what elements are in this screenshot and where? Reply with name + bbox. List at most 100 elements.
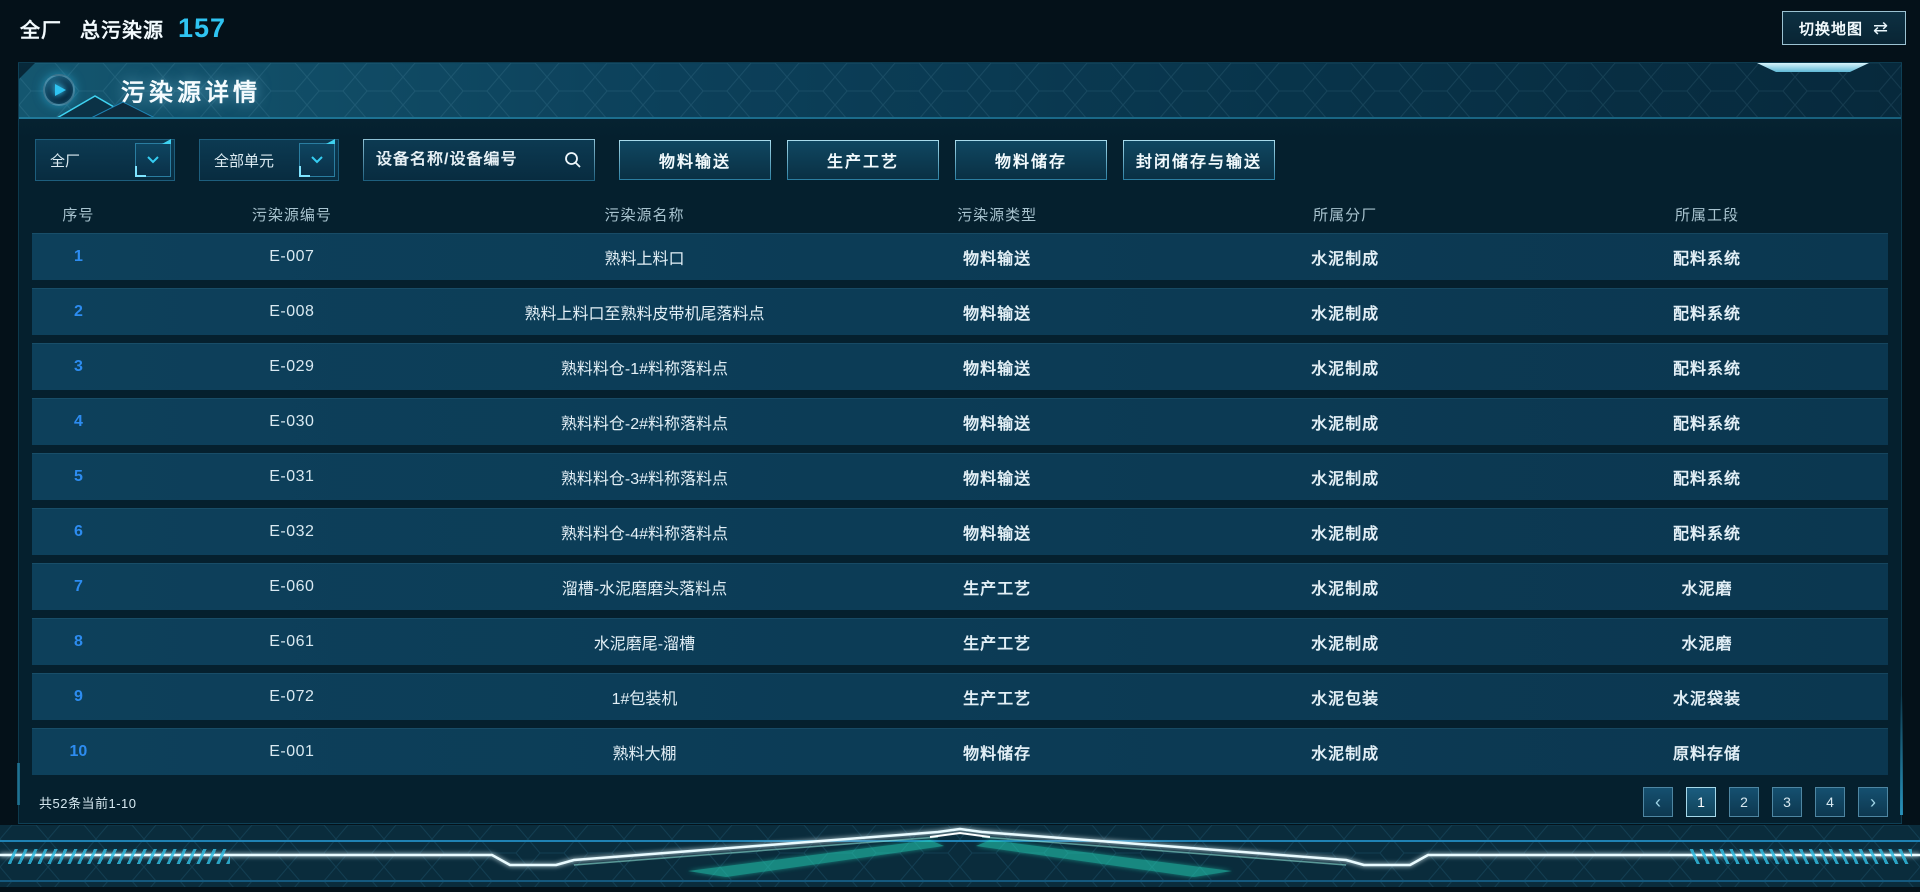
table-row[interactable]: 5 E-031 熟料料仓-3#料称落料点 物料输送 水泥制成 配料系统 xyxy=(32,453,1888,500)
row-section-cell: 配料系统 xyxy=(1672,306,1741,323)
page-button-1[interactable]: 1 xyxy=(1686,787,1716,817)
factory-select-value: 全厂 xyxy=(50,152,81,170)
hatch-stripes-left xyxy=(8,849,230,864)
category-filter-group: 物料输送 生产工艺 物料储存 封闭储存与输送 xyxy=(619,140,1275,180)
row-name-cell: 熟料料仓-1#料称落料点 xyxy=(560,361,729,378)
row-index-cell: 8 xyxy=(73,633,83,650)
filter-button-material-transport[interactable]: 物料输送 xyxy=(619,140,771,180)
row-code-cell: E-072 xyxy=(269,688,315,705)
unit-select[interactable]: 全部单元 xyxy=(199,139,339,181)
row-code-cell: E-001 xyxy=(269,743,315,760)
row-code-cell: E-031 xyxy=(269,468,315,485)
column-header-section: 所属工段 xyxy=(1674,206,1739,224)
top-bar: 全厂 总污染源 157 切换地图 ⇄ xyxy=(0,0,1920,56)
total-sources-value: 157 xyxy=(178,12,227,43)
row-code-cell: E-007 xyxy=(269,248,315,265)
column-header-type: 污染源类型 xyxy=(957,206,1038,224)
row-section-cell: 配料系统 xyxy=(1672,251,1741,268)
row-index-cell: 6 xyxy=(73,523,83,540)
filter-button-production-process[interactable]: 生产工艺 xyxy=(787,140,939,180)
table-row[interactable]: 10 E-001 熟料大棚 物料储存 水泥制成 原料存储 xyxy=(32,728,1888,775)
switch-map-button[interactable]: 切换地图 ⇄ xyxy=(1782,11,1906,45)
chevron-box[interactable] xyxy=(299,143,335,177)
pagination: ‹ 1 2 3 4 › xyxy=(1643,787,1888,817)
unit-select-value: 全部单元 xyxy=(214,152,275,170)
row-type-cell: 生产工艺 xyxy=(963,636,1032,653)
row-type-cell: 生产工艺 xyxy=(963,691,1032,708)
chevron-right-icon: › xyxy=(1870,792,1876,812)
row-name-cell: 1#包装机 xyxy=(611,691,678,708)
pollution-table: 序号 污染源编号 污染源名称 污染源类型 所属分厂 所属工段 1 E-007 熟… xyxy=(32,197,1888,775)
search-icon[interactable] xyxy=(564,151,582,169)
row-branch-cell: 水泥制成 xyxy=(1311,636,1380,653)
page-button-4[interactable]: 4 xyxy=(1815,787,1845,817)
table-body: 1 E-007 熟料上料口 物料输送 水泥制成 配料系统 2 E-008 熟料上… xyxy=(32,233,1888,775)
table-row[interactable]: 7 E-060 溜槽-水泥磨磨头落料点 生产工艺 水泥制成 水泥磨 xyxy=(32,563,1888,610)
hatch-stripes-right xyxy=(1690,849,1912,864)
row-code-cell: E-030 xyxy=(269,413,315,430)
row-type-cell: 物料储存 xyxy=(963,746,1032,763)
filter-button-material-storage[interactable]: 物料储存 xyxy=(955,140,1107,180)
chevron-down-icon xyxy=(311,156,323,164)
swap-arrows-icon: ⇄ xyxy=(1872,17,1890,38)
chevron-box[interactable] xyxy=(135,143,171,177)
row-type-cell: 物料输送 xyxy=(963,471,1032,488)
bottom-decoration xyxy=(0,825,1920,887)
row-branch-cell: 水泥制成 xyxy=(1311,251,1380,268)
row-branch-cell: 水泥制成 xyxy=(1311,746,1380,763)
column-header-name: 污染源名称 xyxy=(604,206,685,224)
row-name-cell: 熟料料仓-3#料称落料点 xyxy=(560,471,729,488)
pollution-detail-panel: 污染源详情 全厂 全部单元 xyxy=(17,62,1903,824)
row-code-cell: E-032 xyxy=(269,523,315,540)
row-section-cell: 配料系统 xyxy=(1672,526,1741,543)
row-index-cell: 5 xyxy=(73,468,83,485)
hexagon-pattern-decoration xyxy=(19,63,1901,117)
plant-scope-label: 全厂 xyxy=(20,19,62,42)
panel-header: 污染源详情 xyxy=(19,63,1901,119)
table-row[interactable]: 4 E-030 熟料料仓-2#料称落料点 物料输送 水泥制成 配料系统 xyxy=(32,398,1888,445)
row-branch-cell: 水泥制成 xyxy=(1311,471,1380,488)
table-row[interactable]: 2 E-008 熟料上料口至熟料皮带机尾落料点 物料输送 水泥制成 配料系统 xyxy=(32,288,1888,335)
header-notch-decoration xyxy=(1757,63,1869,72)
table-row[interactable]: 8 E-061 水泥磨尾-溜槽 生产工艺 水泥制成 水泥磨 xyxy=(32,618,1888,665)
row-type-cell: 物料输送 xyxy=(963,306,1032,323)
row-branch-cell: 水泥制成 xyxy=(1311,581,1380,598)
page-button-2[interactable]: 2 xyxy=(1729,787,1759,817)
row-code-cell: E-008 xyxy=(269,303,315,320)
factory-select[interactable]: 全厂 xyxy=(35,139,175,181)
row-index-cell: 2 xyxy=(73,303,83,320)
next-page-button[interactable]: › xyxy=(1858,787,1888,817)
filter-button-closed-storage-transport[interactable]: 封闭储存与输送 xyxy=(1123,140,1275,180)
row-branch-cell: 水泥制成 xyxy=(1311,526,1380,543)
prev-page-button[interactable]: ‹ xyxy=(1643,787,1673,817)
row-branch-cell: 水泥制成 xyxy=(1311,416,1380,433)
table-row[interactable]: 9 E-072 1#包装机 生产工艺 水泥包装 水泥袋装 xyxy=(32,673,1888,720)
column-header-branch: 所属分厂 xyxy=(1313,206,1378,224)
row-type-cell: 生产工艺 xyxy=(963,581,1032,598)
table-row[interactable]: 3 E-029 熟料料仓-1#料称落料点 物料输送 水泥制成 配料系统 xyxy=(32,343,1888,390)
row-name-cell: 熟料上料口至熟料皮带机尾落料点 xyxy=(524,306,765,323)
table-row[interactable]: 6 E-032 熟料料仓-4#料称落料点 物料输送 水泥制成 配料系统 xyxy=(32,508,1888,555)
panel-title: 污染源详情 xyxy=(121,79,261,107)
row-section-cell: 水泥磨 xyxy=(1681,636,1733,653)
row-index-cell: 1 xyxy=(73,248,83,265)
column-header-index: 序号 xyxy=(62,206,95,224)
row-name-cell: 溜槽-水泥磨磨头落料点 xyxy=(561,581,728,598)
row-section-cell: 配料系统 xyxy=(1672,416,1741,433)
row-branch-cell: 水泥制成 xyxy=(1311,361,1380,378)
page-button-3[interactable]: 3 xyxy=(1772,787,1802,817)
play-icon xyxy=(43,74,75,106)
row-name-cell: 熟料料仓-2#料称落料点 xyxy=(560,416,729,433)
row-index-cell: 3 xyxy=(73,358,83,375)
row-code-cell: E-060 xyxy=(269,578,315,595)
search-input[interactable] xyxy=(376,151,564,169)
row-section-cell: 原料存储 xyxy=(1672,746,1741,763)
switch-map-label: 切换地图 xyxy=(1798,20,1863,38)
row-section-cell: 配料系统 xyxy=(1672,471,1741,488)
total-sources-label: 总污染源 xyxy=(80,19,164,42)
row-name-cell: 熟料上料口 xyxy=(604,251,685,268)
row-type-cell: 物料输送 xyxy=(963,251,1032,268)
row-section-cell: 配料系统 xyxy=(1672,361,1741,378)
row-type-cell: 物料输送 xyxy=(963,526,1032,543)
table-row[interactable]: 1 E-007 熟料上料口 物料输送 水泥制成 配料系统 xyxy=(32,233,1888,280)
